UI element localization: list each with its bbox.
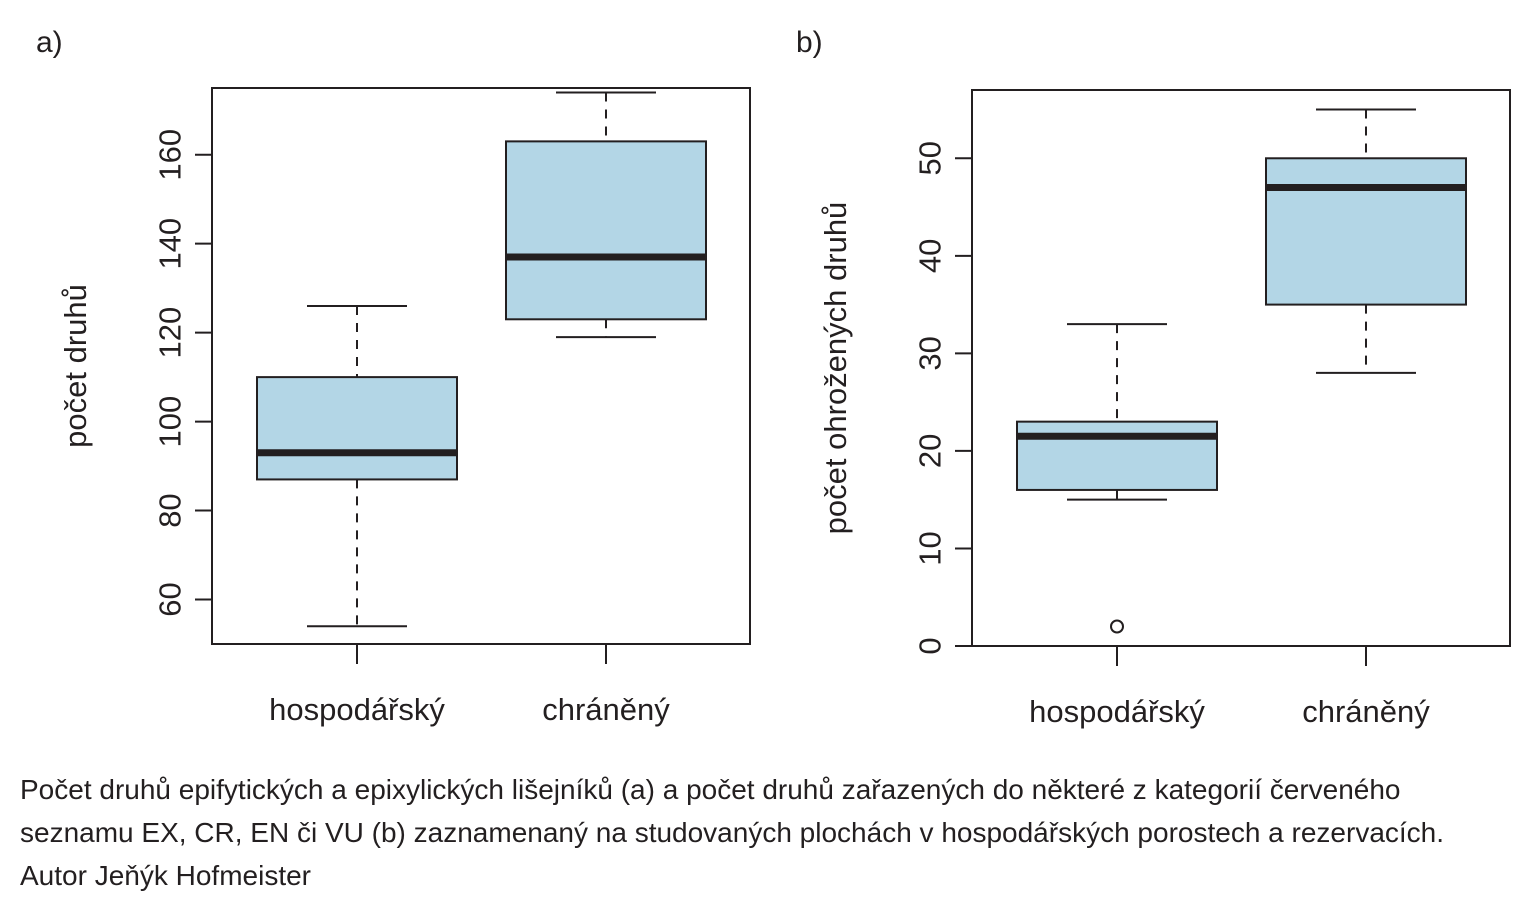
y-tick-label: 100 xyxy=(153,396,188,448)
y-tick-label: 20 xyxy=(913,434,948,468)
iqr-box xyxy=(1265,157,1467,306)
y-tick-label: 0 xyxy=(913,637,948,654)
plot-frame xyxy=(971,89,1511,647)
y-tick-label: 10 xyxy=(913,531,948,565)
panel-label: b) xyxy=(796,26,823,59)
chart-panel-1: a) 60 80 100 120 140 160 počet druhů hospodářský… xyxy=(36,26,751,727)
iqr-box xyxy=(256,376,458,481)
x-category-label: chráněný xyxy=(1302,694,1430,729)
y-tick-label: 40 xyxy=(913,239,948,273)
figure-caption: Počet druhů epifytických a epixylických … xyxy=(20,768,1520,897)
y-tick-label: 80 xyxy=(153,493,188,527)
box-hospodářský xyxy=(1016,323,1218,634)
x-category-label: hospodářský xyxy=(269,692,445,727)
plot-frame xyxy=(211,87,751,645)
caption-line-1: Počet druhů epifytických a epixylických … xyxy=(20,774,1401,805)
chart-panel-2: b) 0 10 20 30 40 50 počet ohrožených druhů hospo… xyxy=(796,26,1511,729)
y-tick-label: 120 xyxy=(153,307,188,359)
box-chráněný xyxy=(1265,108,1467,374)
y-tick-label: 30 xyxy=(913,336,948,370)
y-tick-label: 160 xyxy=(153,129,188,181)
box-hospodářský xyxy=(256,304,458,628)
caption-line-3: Autor Jeňýk Hofmeister xyxy=(20,860,311,891)
y-axis-title: počet ohrožených druhů xyxy=(818,202,853,535)
iqr-box xyxy=(505,140,707,321)
panel-label: a) xyxy=(36,26,63,59)
x-category-label: chráněný xyxy=(542,692,670,727)
x-category-label: hospodářský xyxy=(1029,694,1205,729)
y-tick-label: 140 xyxy=(153,218,188,270)
caption-line-2: seznamu EX, CR, EN či VU (b) zaznamenaný… xyxy=(20,817,1445,848)
box-chráněný xyxy=(505,91,707,339)
outlier-point xyxy=(1110,619,1124,634)
y-axis-title: počet druhů xyxy=(58,284,93,448)
y-tick-label: 60 xyxy=(153,582,188,616)
iqr-box xyxy=(1016,420,1218,491)
y-tick-label: 50 xyxy=(913,141,948,175)
